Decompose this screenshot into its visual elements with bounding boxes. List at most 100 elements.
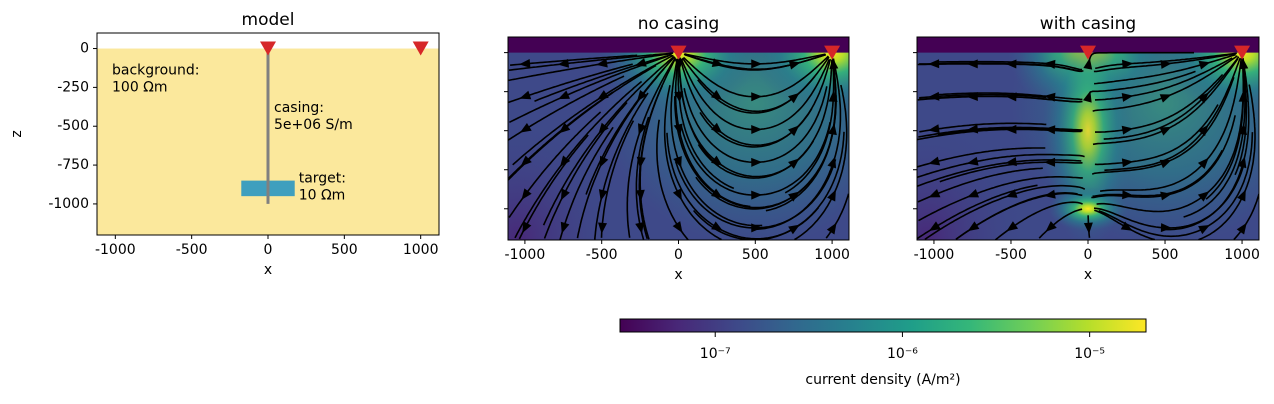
x-axis-label: x <box>674 267 682 283</box>
streamline-arrow <box>1006 221 1019 232</box>
streamline <box>684 53 827 71</box>
heatmap-casing <box>1043 37 1133 240</box>
streamline-arrow <box>751 59 763 69</box>
y-axis-label: z <box>9 130 25 137</box>
streamline-arrow <box>560 221 570 234</box>
heatmap-low <box>917 118 1030 240</box>
streamline <box>924 184 1086 240</box>
streamline <box>937 60 1083 71</box>
streamline-arrow <box>827 156 837 169</box>
colorbar-tick-label: 10⁻⁵ <box>1074 346 1105 362</box>
streamline-arrow <box>1121 125 1134 135</box>
streamline-arrow <box>1005 189 1018 198</box>
streamline <box>919 122 1047 133</box>
streamline-arrow <box>1160 191 1172 201</box>
streamline-arrow <box>751 92 763 102</box>
air-layer <box>508 37 849 53</box>
streamline <box>585 56 676 195</box>
streamline-arrow <box>1159 126 1172 136</box>
streamline <box>663 85 722 240</box>
streamline-arrow <box>1044 157 1056 167</box>
streamline <box>1038 208 1083 239</box>
streamline-arrow <box>788 224 800 235</box>
streamline-arrow <box>519 90 532 100</box>
streamline-arrow <box>1120 221 1133 231</box>
streamline-arrow <box>1159 159 1172 169</box>
streamline-arrow <box>1005 124 1017 134</box>
streamline <box>656 119 689 240</box>
streamline-arrow <box>1083 90 1092 103</box>
air-layer <box>917 37 1259 53</box>
electrode <box>670 45 687 60</box>
streamline-arrow <box>967 189 980 198</box>
annotation: target: <box>299 171 346 187</box>
streamline <box>510 54 638 66</box>
streamline-arrow <box>637 123 647 136</box>
y-tick-label: -1000 <box>48 196 89 212</box>
streamline-arrow <box>1197 191 1210 202</box>
streamline-arrow <box>928 188 941 198</box>
x-tick-label: -1000 <box>95 242 136 258</box>
annotation: background: <box>112 63 200 79</box>
streamline <box>543 101 628 239</box>
streamline <box>639 85 663 240</box>
streamline <box>534 53 673 102</box>
streamline <box>765 59 837 212</box>
streamline-arrow <box>751 125 763 135</box>
x-tick-label: -500 <box>586 247 618 263</box>
heatmap-casing-end <box>1048 186 1128 231</box>
streamline-arrow <box>788 191 800 202</box>
streamline-arrow <box>634 58 647 67</box>
annotation: 100 Ωm <box>112 80 168 96</box>
x-tick-label: -500 <box>176 242 208 258</box>
streamline-arrow <box>1160 223 1172 233</box>
streamline <box>600 120 635 238</box>
electrode <box>1080 45 1096 60</box>
streamline-arrow <box>788 92 800 104</box>
streamline <box>508 52 672 82</box>
streamline-arrow <box>751 190 763 200</box>
streamline-arrow <box>827 189 836 202</box>
streamline-arrow <box>672 188 682 201</box>
axes-title: with casing <box>1040 14 1136 34</box>
streamline-arrow <box>751 223 763 233</box>
streamline <box>512 54 674 166</box>
streamline-arrow <box>519 58 531 68</box>
streamline-arrow <box>558 122 571 134</box>
streamline <box>1095 52 1237 70</box>
streamline <box>1087 51 1194 65</box>
streamline <box>1103 56 1240 140</box>
streamline <box>1091 115 1236 199</box>
x-tick-label: 0 <box>674 247 683 263</box>
streamline-arrow <box>751 157 763 167</box>
streamline <box>918 126 1083 138</box>
streamline <box>1094 57 1233 101</box>
streamline <box>697 56 830 114</box>
streamline <box>1094 53 1237 85</box>
streamline-arrow <box>596 58 608 68</box>
streamline-arrow <box>1198 225 1210 235</box>
streamline-arrow <box>635 221 644 234</box>
streamline-arrow <box>598 189 608 201</box>
x-tick-label: 500 <box>742 247 769 263</box>
streamline <box>955 192 1083 240</box>
annotation: casing: <box>274 100 324 116</box>
streamline <box>594 92 649 240</box>
axes-title: model <box>242 10 295 30</box>
streamline-arrow <box>597 90 609 100</box>
streamline-arrow <box>522 221 532 234</box>
streamline-arrow <box>636 89 648 102</box>
streamline-arrow <box>1122 59 1134 69</box>
streamline-arrow <box>1044 125 1056 135</box>
x-axis-label: x <box>264 262 272 278</box>
colorbar <box>619 318 1147 333</box>
streamline-arrow <box>1121 158 1134 168</box>
streamline-arrow <box>598 122 609 135</box>
y-tick-label: 0 <box>80 41 89 57</box>
field-panel <box>917 37 1259 240</box>
streamline <box>514 80 643 239</box>
streamline <box>937 127 1083 136</box>
streamline-arrow <box>519 122 532 133</box>
x-tick-label: -1000 <box>505 247 546 263</box>
